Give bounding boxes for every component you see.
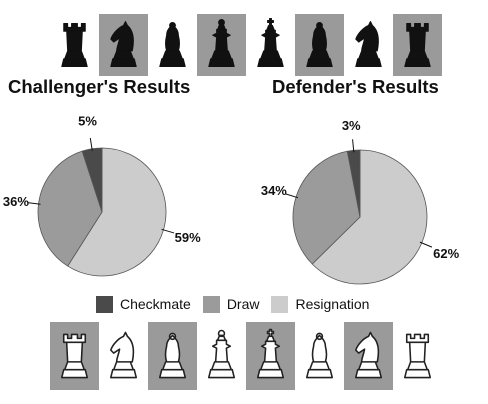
bottom-chess-pieces-banner (50, 322, 442, 390)
data-label-challenger-draw: 36% (3, 194, 29, 209)
bottom-row-square-1 (50, 322, 99, 390)
legend-label-checkmate: Checkmate (120, 296, 191, 312)
bishop-icon (158, 332, 187, 379)
queen-icon (208, 19, 235, 68)
legend-swatch-resignation (271, 295, 289, 313)
challenger-chart-title: Challenger's Results (8, 76, 191, 97)
bottom-row-square-2 (99, 322, 148, 390)
leader-line-defender-resignation (419, 241, 433, 248)
bottom-row-square-6 (295, 322, 344, 390)
data-label-defender-draw: 34% (261, 183, 287, 198)
top-row-square-1 (50, 14, 99, 76)
leader-line-defender-draw (285, 193, 299, 199)
king-icon (257, 18, 284, 68)
bottom-row-square-7 (344, 322, 393, 390)
queen-icon (207, 329, 236, 379)
top-row-square-8 (393, 14, 442, 76)
king-icon (256, 328, 285, 379)
bottom-row-square-5 (246, 322, 295, 390)
legend-swatch-draw (202, 295, 220, 313)
rook-icon (403, 333, 432, 379)
bishop-icon (159, 22, 186, 68)
defender-chart-title: Defender's Results (272, 76, 439, 97)
leader-line-defender-checkmate (352, 139, 355, 153)
legend-item-draw: Draw (202, 295, 260, 313)
knight-icon (355, 20, 382, 68)
top-row-square-3 (148, 14, 197, 76)
leader-line-challenger-resignation (161, 228, 175, 234)
knight-icon (109, 331, 138, 379)
data-label-challenger-checkmate: 5% (78, 114, 97, 129)
bishop-icon (306, 22, 333, 68)
bishop-icon (305, 332, 334, 379)
leader-line-challenger-checkmate (89, 137, 93, 151)
data-label-defender-resignation: 62% (433, 246, 459, 261)
top-row-square-2 (99, 14, 148, 76)
bottom-row-square-4 (197, 322, 246, 390)
legend-swatch-checkmate (96, 295, 113, 313)
rook-icon (60, 333, 89, 379)
legend-label-draw: Draw (226, 296, 260, 312)
rook-icon (404, 22, 431, 68)
top-row-square-6 (295, 14, 344, 76)
leader-line-challenger-draw (27, 202, 41, 205)
chart-legend: Checkmate Draw Resignation (96, 294, 381, 314)
top-chess-pieces-banner (50, 14, 442, 76)
bottom-row-square-8 (393, 322, 442, 390)
legend-item-resignation: Resignation (271, 295, 370, 313)
rook-icon (61, 22, 88, 68)
top-row-square-7 (344, 14, 393, 76)
top-row-square-5 (246, 14, 295, 76)
knight-icon (110, 20, 137, 68)
legend-item-checkmate: Checkmate (96, 295, 191, 313)
top-row-square-4 (197, 14, 246, 76)
data-label-defender-checkmate: 3% (342, 118, 361, 133)
data-label-challenger-resignation: 59% (175, 230, 201, 245)
legend-label-resignation: Resignation (295, 296, 370, 312)
knight-icon (354, 331, 383, 379)
bottom-row-square-3 (148, 322, 197, 390)
